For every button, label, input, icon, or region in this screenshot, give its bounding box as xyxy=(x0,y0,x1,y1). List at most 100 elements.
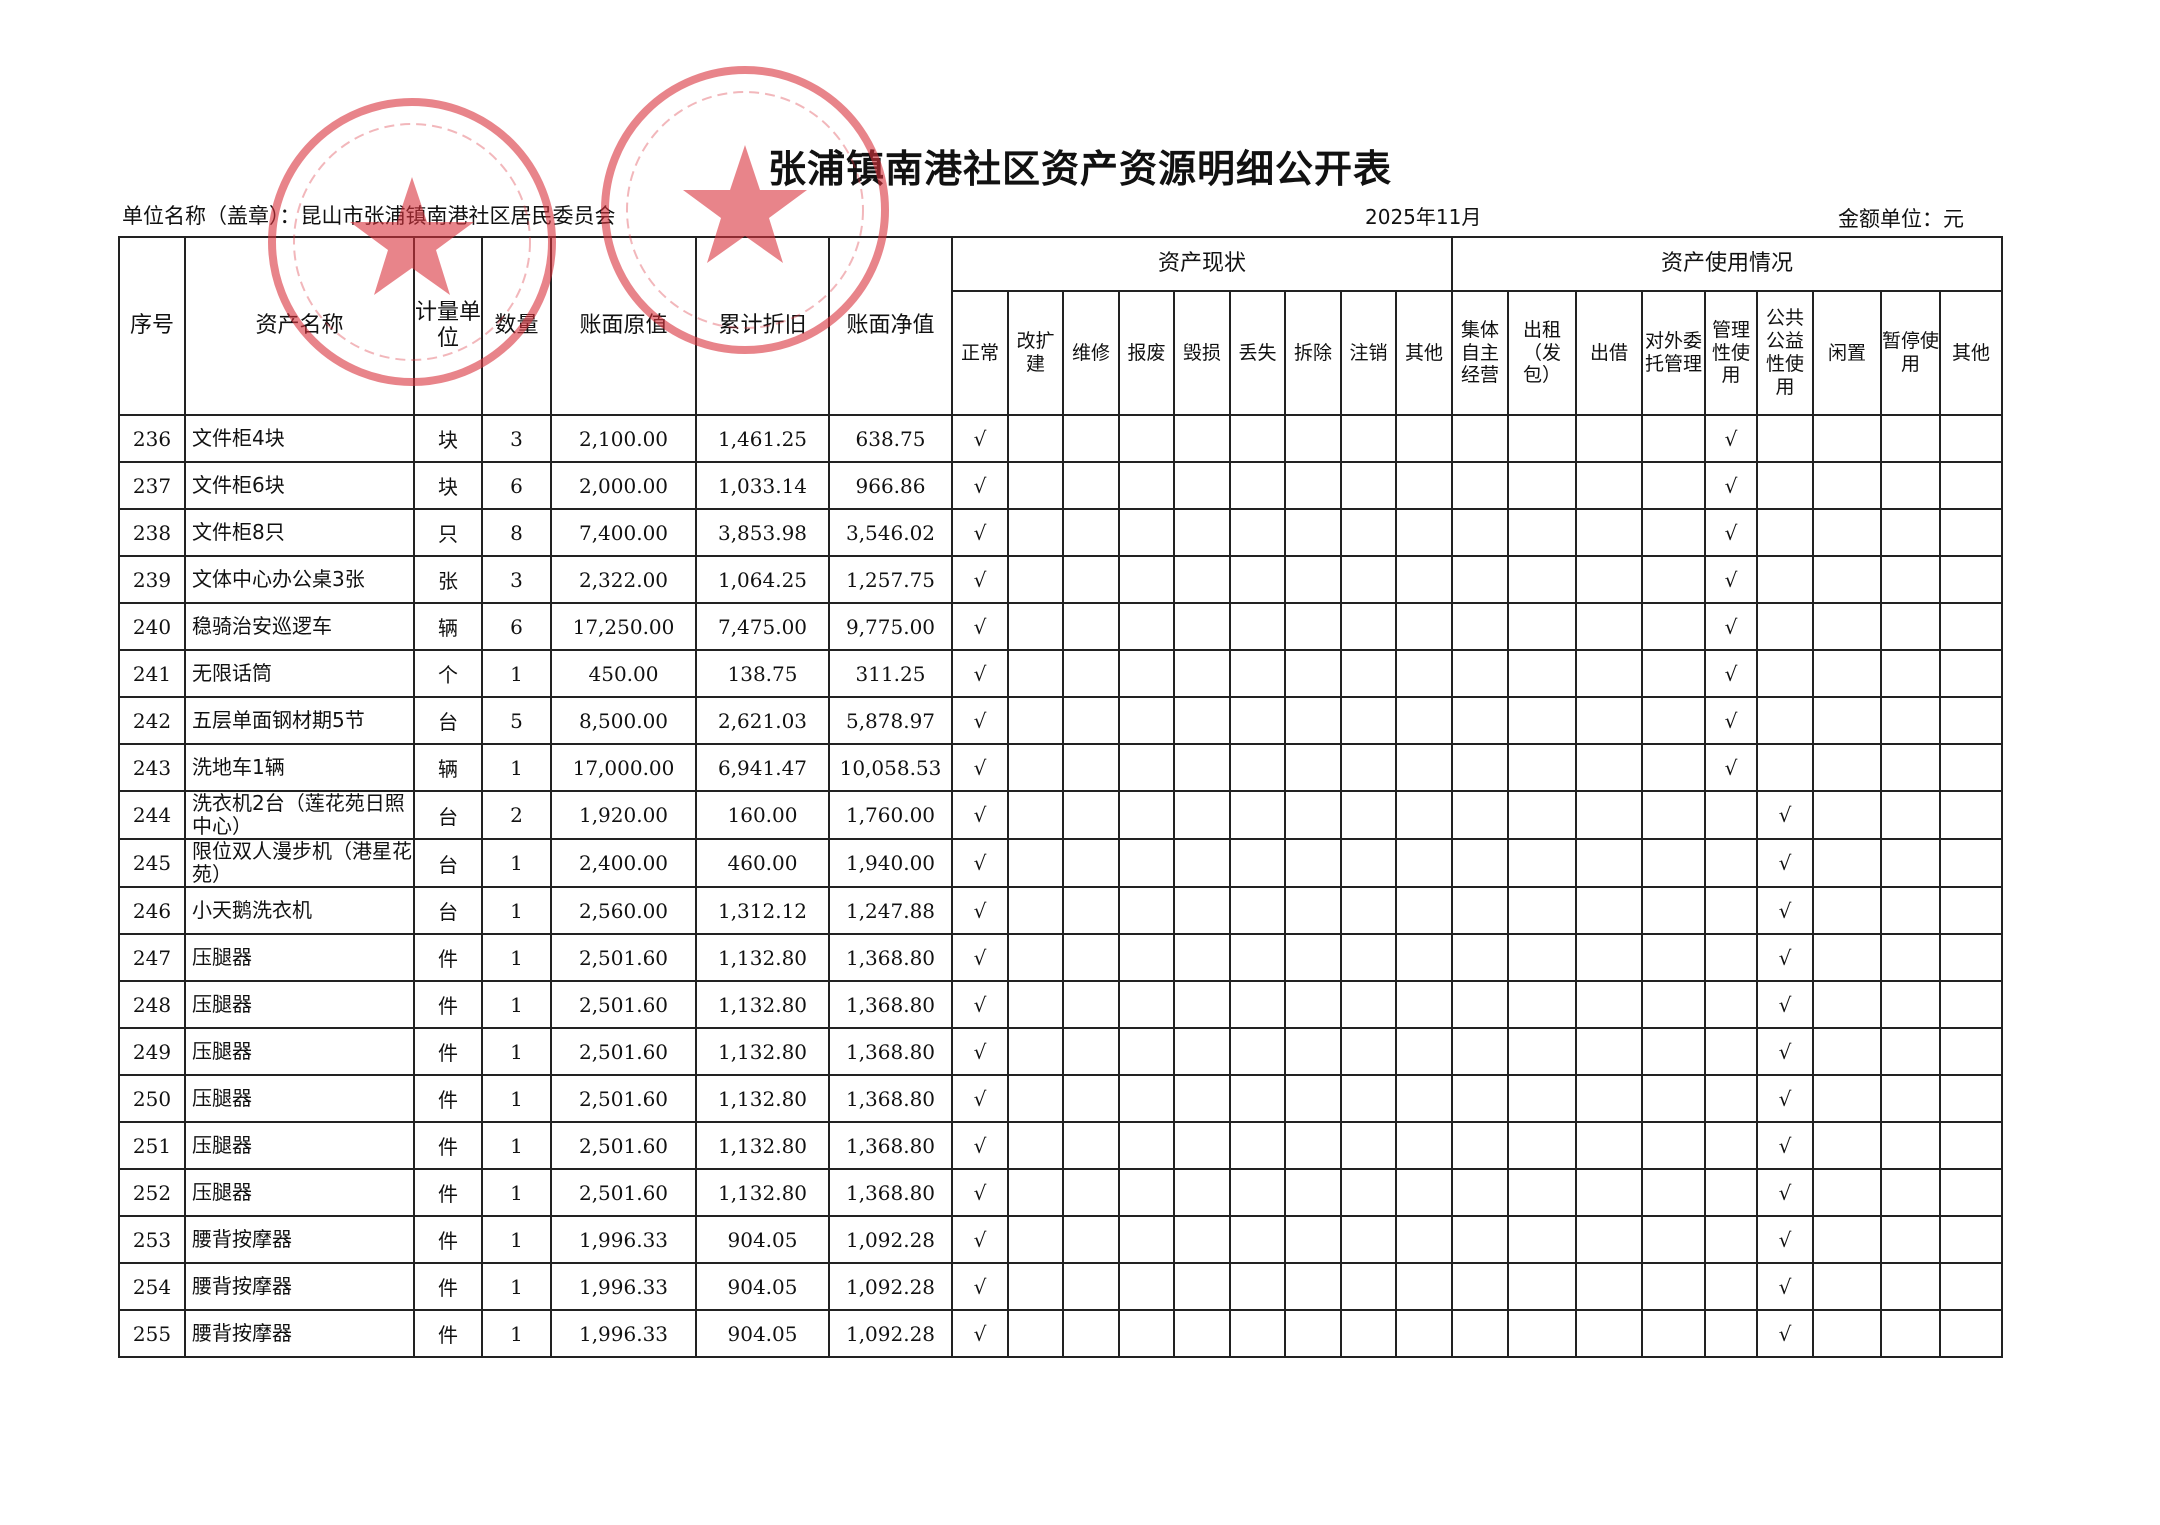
status-cell xyxy=(1340,461,1397,510)
check-mark-icon: √ xyxy=(973,898,987,923)
net-value-cell: 1,368.80 xyxy=(828,1074,953,1123)
status-cell xyxy=(1007,414,1064,463)
status-cell xyxy=(1229,838,1286,888)
usage-cell xyxy=(1507,1168,1578,1217)
check-mark-icon: √ xyxy=(973,567,987,592)
depreciation-cell: 6,941.47 xyxy=(695,743,830,792)
check-mark-icon: √ xyxy=(1778,803,1792,827)
status-cell xyxy=(1284,790,1342,840)
seq-cell: 247 xyxy=(118,933,186,982)
seq-cell: 249 xyxy=(118,1027,186,1076)
unit-cell: 件 xyxy=(413,1309,483,1358)
unit-cell: 台 xyxy=(413,886,483,935)
usage-cell xyxy=(1451,696,1510,745)
original-value-cell: 2,560.00 xyxy=(550,886,697,935)
check-mark-icon: √ xyxy=(1724,614,1738,639)
usage-cell xyxy=(1451,980,1510,1029)
depreciation-cell: 1,132.80 xyxy=(695,1168,830,1217)
header-depreciation: 累计折旧 xyxy=(695,236,830,416)
status-cell xyxy=(1340,933,1397,982)
usage-cell xyxy=(1451,933,1510,982)
qty-cell: 6 xyxy=(481,602,552,651)
usage-cell xyxy=(1812,838,1883,888)
qty-cell: 1 xyxy=(481,1262,552,1311)
qty-cell: 1 xyxy=(481,1121,552,1170)
seq-cell: 237 xyxy=(118,461,186,510)
usage-cell xyxy=(1451,790,1510,840)
seq-cell: 240 xyxy=(118,602,186,651)
name-cell: 五层单面钢材期5节 xyxy=(184,696,415,745)
table-row: 238 文件柜8只只 8 7,400.00 3,853.98 3,546.02 √ √ xyxy=(118,508,2004,557)
qty-cell: 1 xyxy=(481,649,552,698)
name-cell: 压腿器 xyxy=(184,1168,415,1217)
name-cell: 文件柜6块 xyxy=(184,461,415,510)
net-value-cell: 3,546.02 xyxy=(828,508,953,557)
status-cell xyxy=(1284,461,1342,510)
status-cell xyxy=(1007,602,1064,651)
status-cell xyxy=(1173,1309,1231,1358)
usage-cell: √ xyxy=(1756,1027,1815,1076)
unit-cell: 块 xyxy=(413,461,483,510)
check-mark-icon: √ xyxy=(973,803,987,827)
status-cell xyxy=(1118,1121,1175,1170)
status-cell xyxy=(1340,1215,1397,1264)
net-value-cell: 1,368.80 xyxy=(828,980,953,1029)
status-cell: √ xyxy=(951,414,1009,463)
usage-cell xyxy=(1812,743,1883,792)
header-status-6: 拆除 xyxy=(1284,290,1342,416)
status-cell xyxy=(1062,838,1120,888)
usage-cell: √ xyxy=(1704,508,1759,557)
unit-cell: 件 xyxy=(413,1168,483,1217)
status-cell xyxy=(1007,508,1064,557)
header-usage-8: 其他 xyxy=(1939,290,2004,416)
usage-cell: √ xyxy=(1756,886,1815,935)
status-cell xyxy=(1118,790,1175,840)
status-cell xyxy=(1229,414,1286,463)
header-name: 资产名称 xyxy=(184,236,415,416)
unit-cell: 台 xyxy=(413,696,483,745)
unit-cell: 台 xyxy=(413,838,483,888)
status-cell xyxy=(1394,461,1454,510)
usage-cell: √ xyxy=(1756,933,1815,982)
depreciation-cell: 904.05 xyxy=(695,1215,830,1264)
header-usage-5: 公共公益性使用 xyxy=(1756,290,1815,416)
usage-cell: √ xyxy=(1756,1215,1815,1264)
usage-cell xyxy=(1641,461,1707,510)
check-mark-icon: √ xyxy=(973,661,987,686)
qty-cell: 3 xyxy=(481,414,552,463)
check-mark-icon: √ xyxy=(973,1227,987,1252)
usage-cell xyxy=(1575,1262,1644,1311)
usage-cell xyxy=(1880,508,1942,557)
usage-cell xyxy=(1939,838,2004,888)
net-value-cell: 1,092.28 xyxy=(828,1309,953,1358)
original-value-cell: 450.00 xyxy=(550,649,697,698)
header-unit: 计量单位 xyxy=(413,236,483,416)
usage-cell: √ xyxy=(1704,649,1759,698)
header-usage-7: 暂停使用 xyxy=(1880,290,1942,416)
status-cell xyxy=(1284,1309,1342,1358)
status-cell xyxy=(1007,461,1064,510)
name-cell: 小天鹅洗衣机 xyxy=(184,886,415,935)
usage-cell xyxy=(1756,461,1815,510)
status-cell xyxy=(1062,1168,1120,1217)
status-cell xyxy=(1173,1215,1231,1264)
status-cell xyxy=(1007,980,1064,1029)
status-cell xyxy=(1173,602,1231,651)
net-value-cell: 1,257.75 xyxy=(828,555,953,604)
usage-cell xyxy=(1641,602,1707,651)
usage-cell xyxy=(1575,1168,1644,1217)
unit-cell: 件 xyxy=(413,933,483,982)
status-cell xyxy=(1118,602,1175,651)
header-status-4: 毁损 xyxy=(1173,290,1231,416)
net-value-cell: 1,247.88 xyxy=(828,886,953,935)
name-cell: 文件柜8只 xyxy=(184,508,415,557)
usage-cell xyxy=(1812,461,1883,510)
status-cell xyxy=(1062,696,1120,745)
status-cell xyxy=(1340,1168,1397,1217)
status-cell xyxy=(1229,886,1286,935)
status-cell xyxy=(1173,649,1231,698)
table-row: 252 压腿器件 1 2,501.60 1,132.80 1,368.80 √ √ xyxy=(118,1168,2004,1217)
status-cell: √ xyxy=(951,980,1009,1029)
status-cell xyxy=(1340,1121,1397,1170)
status-cell xyxy=(1173,886,1231,935)
